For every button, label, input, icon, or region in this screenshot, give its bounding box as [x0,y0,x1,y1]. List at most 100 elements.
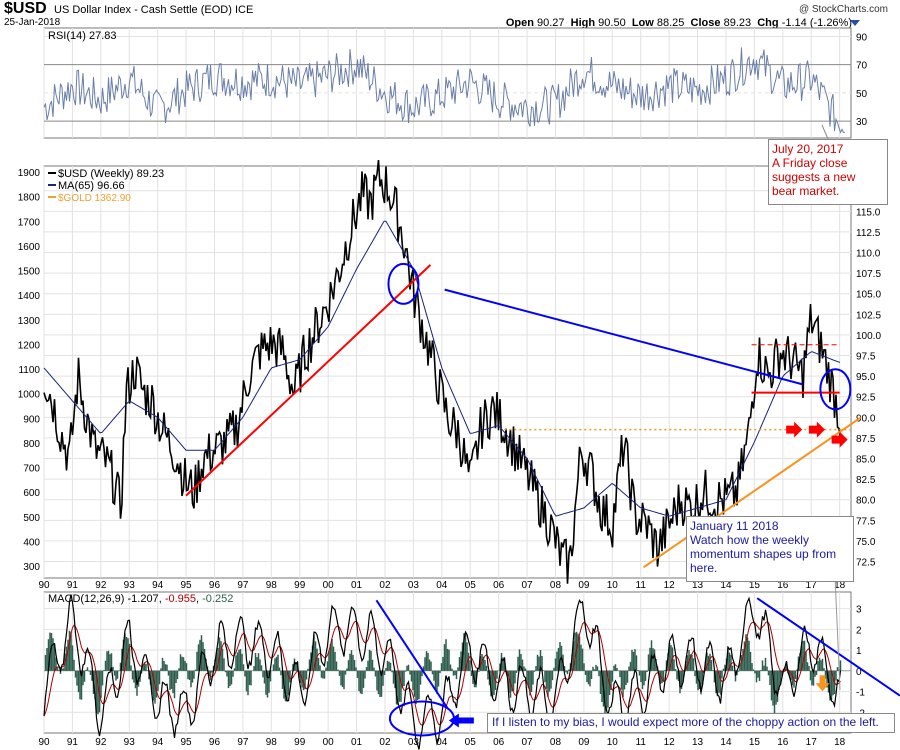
price-y-tick-label: 72.5 [856,558,876,569]
rsi-y-tick-label: 90 [856,32,868,43]
price-y-tick-label: 100.0 [856,331,881,342]
x-tick-label-top: 00 [323,580,335,591]
x-tick-label-top: 97 [237,580,249,591]
chg-label: Chg [757,17,779,29]
x-tick-label-top: 06 [493,580,505,591]
price-y-tick-label: 90.0 [856,413,876,424]
x-tick-label-top: 04 [436,580,448,591]
x-tick-label-bottom: 05 [465,737,477,748]
x-tick-label-top: 16 [777,580,789,591]
x-tick-label-bottom: 95 [181,737,193,748]
x-tick-label-bottom: 07 [522,737,534,748]
x-tick-label-top: 91 [67,580,79,591]
red-arrow-icon [831,431,848,448]
macd-annotation-note: If I listen to my bias, I would expect m… [487,713,895,733]
x-tick-label-top: 93 [124,580,136,591]
x-tick-label-top: 09 [578,580,590,591]
price-y-tick-label: 105.0 [856,290,881,301]
blue-resistance-trendline [444,288,803,386]
gold-y-tick-label: 1100 [18,365,40,376]
red-arrow-icon [786,421,803,438]
x-tick-label-bottom: 01 [351,737,363,748]
x-tick-label-bottom: 16 [777,737,789,748]
macd-y-tick-label: 3 [856,605,862,616]
rsi-y-tick-label: 50 [856,89,868,100]
x-tick-label-bottom: 04 [436,737,448,748]
high-label: High [570,17,596,29]
x-tick-label-top: 17 [806,580,818,591]
x-tick-label-bottom: 99 [294,737,306,748]
gold-y-tick-label: 1000 [18,390,41,401]
gold-y-tick-label: 300 [23,562,40,573]
x-tick-label-bottom: 93 [124,737,136,748]
x-tick-label-bottom: 14 [720,737,732,748]
gold-y-tick-label: 500 [23,513,40,524]
x-tick-label-top: 99 [294,580,306,591]
macd-y-tick-label: 0 [856,667,862,678]
x-tick-label-top: 05 [465,580,477,591]
macd-blue-trendline-right [756,597,900,697]
chevron-down-icon[interactable] [850,20,860,26]
x-tick-label-bottom: 02 [379,737,391,748]
instrument-name: US Dollar Index - Cash Settle (EOD) ICE [54,4,253,16]
x-tick-label-bottom: 13 [692,737,704,748]
x-tick-label-top: 11 [636,580,647,591]
instrument-title: US Dollar Index - Cash Settle (EOD) [54,4,232,16]
rsi-annotation-note: July 20, 2017 A Friday close suggests a … [768,139,888,205]
x-tick-label-top: 08 [550,580,562,591]
x-tick-label-bottom: 96 [209,737,221,748]
high-value: 90.50 [598,17,626,29]
x-tick-label-top: 07 [522,580,534,591]
x-tick-label-bottom: 03 [408,737,420,748]
close-value: 89.23 [723,17,752,29]
x-tick-label-bottom: 00 [323,737,335,748]
chart-date: 25-Jan-2018 [4,17,61,28]
watermark: @ StockCharts.com [798,4,888,15]
x-tick-label-bottom: 15 [749,737,761,748]
x-tick-label-top: 95 [181,580,193,591]
gold-y-tick-label: 1600 [18,242,41,253]
gold-y-tick-label: 1300 [18,316,41,327]
blue-circle-2017 [819,368,852,411]
quote-bar: Open 90.27 High 90.50 Low 88.25 Close 89… [506,17,852,29]
rsi-y-tick-label: 30 [856,117,868,128]
rsi-y-tick-label: 70 [856,61,868,72]
x-tick-label-bottom: 92 [95,737,107,748]
red-arrow-icon [808,421,825,438]
orange-support-trendline [642,416,862,569]
macd-legend-part: , [159,593,165,605]
chg-value: -1.14 (-1.26%) [781,17,852,29]
x-tick-label-bottom: 91 [67,737,79,748]
x-tick-label-bottom: 94 [152,737,164,748]
price-legend-entry: $GOLD 1362.90 [58,193,131,204]
x-tick-label-top: 96 [209,580,221,591]
usd-price-line [43,160,842,584]
macd-blue-trendline-left [375,599,449,709]
x-tick-label-top: 92 [95,580,107,591]
gold-y-tick-label: 800 [23,439,40,450]
price-y-tick-label: 95.0 [856,372,876,383]
macd-legend-part: MACD(12,26,9) [48,593,127,605]
x-tick-label-bottom: 10 [607,737,619,748]
price-y-tick-label: 80.0 [856,496,876,507]
gold-y-tick-label: 600 [23,488,40,499]
x-tick-label-bottom: 12 [664,737,676,748]
low-label: Low [631,17,654,29]
macd-signal-line [43,620,841,726]
orange-down-arrow-icon [815,675,830,692]
ma65-line [43,220,841,517]
price-legend-entry: MA(65) 96.66 [58,180,125,192]
price-y-tick-label: 107.5 [856,269,881,280]
x-tick-label-bottom: 09 [578,737,590,748]
price-y-tick-label: 85.0 [856,455,876,466]
price-y-tick-label: 115.0 [856,207,881,218]
symbol: $USD [4,0,47,17]
x-tick-label-bottom: 17 [806,737,818,748]
macd-legend-part: , [196,593,202,605]
price-y-tick-label: 82.5 [856,475,876,486]
x-tick-label-bottom: 11 [636,737,647,748]
x-tick-label-top: 02 [379,580,391,591]
x-tick-label-top: 10 [607,580,619,591]
price-annotation-note: January 11 2018 Watch how the weekly mom… [686,516,854,582]
